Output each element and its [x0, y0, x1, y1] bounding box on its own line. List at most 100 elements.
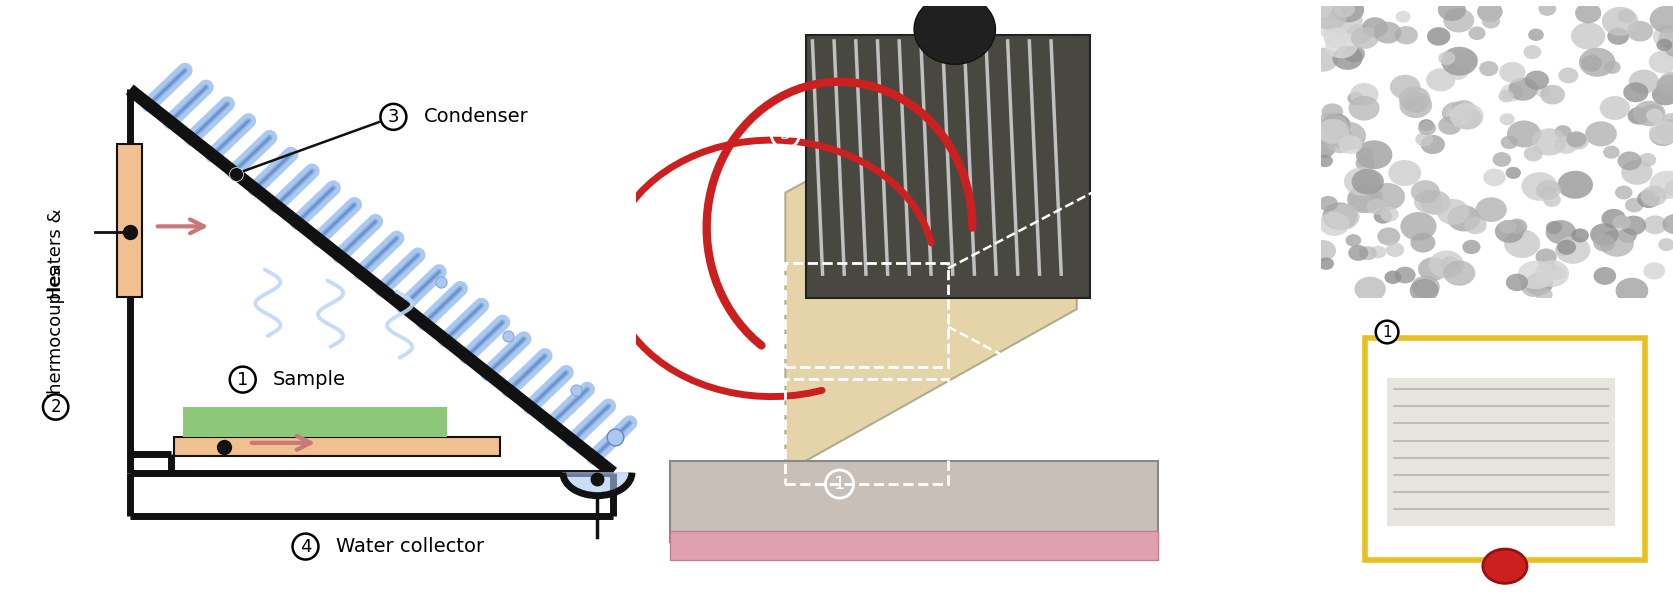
Circle shape — [1481, 14, 1499, 29]
Bar — [182, 407, 447, 437]
Circle shape — [1399, 92, 1432, 118]
Circle shape — [1317, 258, 1333, 270]
Circle shape — [1325, 33, 1357, 58]
Circle shape — [1628, 70, 1658, 93]
Circle shape — [1327, 7, 1362, 35]
Bar — [785, 379, 947, 484]
Circle shape — [1556, 240, 1576, 255]
Circle shape — [1521, 172, 1558, 201]
Circle shape — [1452, 50, 1477, 69]
Circle shape — [1332, 0, 1363, 23]
Circle shape — [1410, 275, 1439, 298]
Circle shape — [1603, 61, 1619, 74]
Circle shape — [1310, 139, 1335, 158]
Circle shape — [1584, 121, 1616, 146]
Circle shape — [1531, 129, 1566, 156]
Circle shape — [1394, 267, 1415, 283]
Circle shape — [1601, 7, 1638, 36]
Circle shape — [1450, 100, 1476, 120]
Circle shape — [1348, 83, 1379, 106]
Circle shape — [1661, 214, 1673, 234]
Text: 3: 3 — [780, 125, 791, 143]
Circle shape — [1420, 135, 1444, 154]
Circle shape — [1417, 119, 1434, 131]
Circle shape — [1442, 261, 1474, 286]
Circle shape — [1638, 153, 1655, 167]
Circle shape — [1380, 207, 1399, 222]
Circle shape — [1374, 209, 1392, 224]
Circle shape — [1499, 62, 1524, 83]
Circle shape — [1648, 124, 1673, 146]
Circle shape — [1603, 146, 1619, 159]
Circle shape — [1410, 180, 1439, 203]
Circle shape — [1317, 155, 1332, 167]
Circle shape — [1447, 205, 1479, 231]
Circle shape — [1370, 246, 1385, 258]
Bar — [669, 531, 1158, 560]
Circle shape — [1308, 240, 1335, 261]
Circle shape — [1479, 61, 1497, 76]
Circle shape — [1417, 121, 1435, 135]
Circle shape — [1517, 261, 1553, 289]
Circle shape — [1539, 85, 1564, 105]
Circle shape — [1494, 220, 1522, 243]
Circle shape — [1429, 250, 1464, 278]
Circle shape — [1611, 215, 1630, 230]
Circle shape — [1522, 45, 1541, 59]
Polygon shape — [785, 35, 1076, 472]
Circle shape — [1437, 51, 1454, 65]
Circle shape — [1574, 2, 1601, 23]
Text: Heaters &: Heaters & — [47, 208, 65, 299]
Circle shape — [1327, 204, 1358, 230]
Circle shape — [1355, 140, 1392, 169]
Circle shape — [1350, 27, 1379, 49]
Circle shape — [1313, 4, 1345, 30]
Circle shape — [1554, 136, 1576, 154]
Circle shape — [1355, 155, 1374, 171]
Circle shape — [1661, 113, 1673, 129]
Circle shape — [1579, 55, 1601, 71]
Circle shape — [1445, 62, 1467, 80]
Circle shape — [1543, 193, 1559, 207]
Circle shape — [1626, 107, 1648, 124]
Circle shape — [1362, 17, 1387, 37]
Circle shape — [1384, 271, 1400, 284]
Circle shape — [1606, 27, 1628, 45]
Text: Condenser: Condenser — [423, 107, 529, 126]
Circle shape — [1539, 261, 1556, 274]
Circle shape — [1338, 135, 1362, 154]
Circle shape — [1506, 218, 1526, 235]
Text: 1: 1 — [1382, 324, 1390, 340]
Circle shape — [1651, 26, 1673, 48]
Circle shape — [1499, 113, 1514, 125]
Circle shape — [1616, 151, 1641, 170]
Circle shape — [1464, 217, 1486, 234]
Circle shape — [1658, 238, 1673, 251]
Circle shape — [1643, 262, 1665, 280]
Text: Sample: Sample — [273, 370, 346, 389]
Circle shape — [1348, 96, 1379, 121]
Circle shape — [1599, 230, 1633, 257]
Circle shape — [1502, 229, 1539, 258]
Circle shape — [1482, 168, 1504, 186]
Circle shape — [913, 0, 995, 64]
Circle shape — [1524, 273, 1553, 295]
Circle shape — [1313, 17, 1338, 36]
Circle shape — [1332, 46, 1362, 70]
Circle shape — [1400, 212, 1435, 241]
Circle shape — [1534, 288, 1551, 302]
Circle shape — [1558, 68, 1578, 83]
Circle shape — [1556, 171, 1593, 199]
Text: 1: 1 — [238, 371, 248, 389]
Circle shape — [1665, 40, 1673, 57]
Circle shape — [1377, 227, 1399, 246]
Circle shape — [1499, 83, 1522, 102]
Circle shape — [1614, 186, 1631, 199]
Bar — [1363, 338, 1645, 560]
Circle shape — [1318, 196, 1337, 211]
Bar — [669, 461, 1158, 543]
Circle shape — [1544, 220, 1576, 244]
Circle shape — [1332, 0, 1353, 17]
Circle shape — [1504, 167, 1521, 179]
Circle shape — [1347, 185, 1382, 213]
